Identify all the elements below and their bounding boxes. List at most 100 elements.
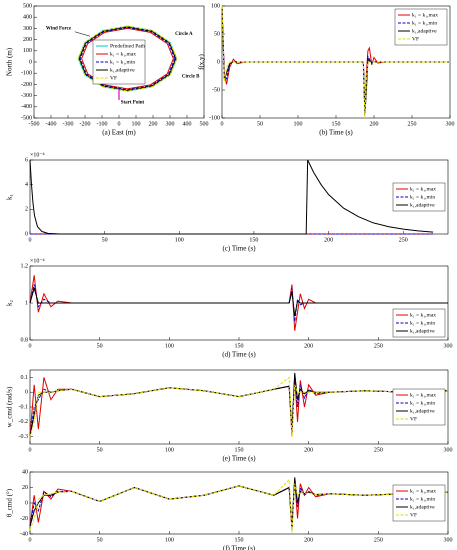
y-tick-label: -20 <box>20 516 28 522</box>
x-tick-label: 200 <box>304 343 313 349</box>
plot-area <box>29 159 449 235</box>
legend-label: k₁,adaptive <box>410 328 435 334</box>
legend-label: VF <box>412 36 419 42</box>
annotation: Wind Force <box>46 27 72 32</box>
y-axis-label: North (m) <box>6 47 14 76</box>
x-tick-label: -100 <box>97 121 108 127</box>
y-axis-label: k₁ <box>6 194 14 200</box>
x-tick-label: 100 <box>132 121 141 127</box>
y-tick-label: 1 <box>25 300 28 306</box>
y-tick-label: -0.2 <box>19 419 29 425</box>
legend-label: k₁ = k₁,min <box>410 320 435 326</box>
x-tick-label: -200 <box>80 121 91 127</box>
y-axis-label: f(x,y) <box>198 53 206 69</box>
legend-label: k₁ = k₁,max <box>410 186 436 192</box>
y-tick-label: 0 <box>29 59 32 65</box>
y-tick-label: 40 <box>22 469 28 475</box>
x-tick-label: -300 <box>63 121 74 127</box>
x-tick-label: 150 <box>332 121 341 127</box>
x-axis-label: (e) Time (s) <box>222 455 256 463</box>
y-tick-label: 0 <box>217 59 220 65</box>
x-axis-label: (f) Time (s) <box>223 545 256 550</box>
y-tick-label: -0.3 <box>19 434 29 440</box>
x-tick-label: 0 <box>221 121 224 127</box>
y-tick-label: -300 <box>21 93 32 99</box>
y-tick-label: 200 <box>23 37 32 43</box>
y-tick-label: -500 <box>21 115 32 121</box>
y-tick-label: -400 <box>21 104 32 110</box>
x-tick-label: 150 <box>235 447 244 453</box>
x-tick-label: 0 <box>29 537 32 543</box>
y-tick-label: 6 <box>25 157 28 163</box>
y-tick-label: 4 <box>25 182 28 188</box>
x-tick-label: 100 <box>165 447 174 453</box>
x-tick-label: -400 <box>46 121 57 127</box>
series-line <box>29 478 449 533</box>
x-tick-label: 100 <box>165 343 174 349</box>
series-line <box>29 376 449 437</box>
legend-label: k₁ = k₁,max <box>110 51 136 57</box>
x-tick-label: 100 <box>175 237 184 243</box>
plot-area <box>29 369 449 445</box>
y-tick-label: -100 <box>21 71 32 77</box>
x-tick-label: 150 <box>235 537 244 543</box>
x-axis-label: (c) Time (s) <box>222 245 256 253</box>
x-tick-label: 200 <box>324 237 333 243</box>
x-tick-label: 150 <box>249 237 258 243</box>
x-tick-label: 300 <box>444 537 453 543</box>
series-line <box>81 27 174 90</box>
legend-label: k₁ = k₁,min <box>410 400 435 406</box>
x-tick-label: 50 <box>102 237 108 243</box>
series-line <box>79 26 176 91</box>
x-tick-label: 300 <box>166 121 175 127</box>
x-tick-label: 250 <box>374 447 383 453</box>
x-tick-label: 50 <box>257 121 263 127</box>
y-tick-label: 100 <box>211 3 220 9</box>
series-line <box>221 5 450 119</box>
x-tick-label: 100 <box>165 537 174 543</box>
x-tick-label: 150 <box>235 343 244 349</box>
x-tick-label: 0 <box>29 237 32 243</box>
x-tick-label: 0 <box>118 121 121 127</box>
annotation: Start Point <box>121 100 145 105</box>
x-tick-label: 200 <box>304 537 313 543</box>
x-tick-label: 50 <box>97 537 103 543</box>
legend-label: k₁ = k₁,min <box>410 496 435 502</box>
y-tick-label: 400 <box>23 15 32 21</box>
legend-label: k₁,adaptive <box>410 202 435 208</box>
legend-label: k₁,adaptive <box>410 408 435 414</box>
legend-label: k₁ = k₁,max <box>412 12 438 18</box>
legend-label: k₁ = k₁,min <box>110 59 135 65</box>
x-tick-label: 200 <box>370 121 379 127</box>
x-axis-label: (a) East (m) <box>102 129 136 137</box>
x-tick-label: 500 <box>200 121 209 127</box>
y-tick-label: -200 <box>21 82 32 88</box>
y-tick-label: -50 <box>212 87 220 93</box>
x-tick-label: 250 <box>408 121 417 127</box>
y-tick-label: 500 <box>23 3 32 9</box>
x-tick-label: 0 <box>29 343 32 349</box>
legend-label: VF <box>410 416 417 422</box>
axis-exponent: ×10⁻⁴ <box>30 258 45 264</box>
y-tick-label: -40 <box>20 531 28 537</box>
x-tick-label: 300 <box>446 121 455 127</box>
x-tick-label: 50 <box>97 343 103 349</box>
x-axis-label: (b) Time (s) <box>319 129 353 137</box>
series-line <box>29 159 434 235</box>
y-axis-label: k₂ <box>6 299 14 306</box>
y-tick-label: 2 <box>25 207 28 213</box>
y-axis-label: θ_cmd (°) <box>6 488 14 517</box>
y-tick-label: 50 <box>214 31 220 37</box>
x-tick-label: 300 <box>444 343 453 349</box>
x-tick-label: -500 <box>29 121 40 127</box>
y-tick-label: 0 <box>25 231 28 237</box>
y-tick-label: 100 <box>23 48 32 54</box>
legend-label: k₁,adaptive <box>410 504 435 510</box>
y-tick-label: -100 <box>209 115 220 121</box>
legend-label: k₁,adaptive <box>412 28 437 34</box>
x-tick-label: 200 <box>304 447 313 453</box>
x-tick-label: 250 <box>399 237 408 243</box>
y-tick-label: -0.1 <box>19 404 29 410</box>
x-tick-label: 0 <box>29 447 32 453</box>
legend-label: k₁ = k₁,max <box>410 488 436 494</box>
